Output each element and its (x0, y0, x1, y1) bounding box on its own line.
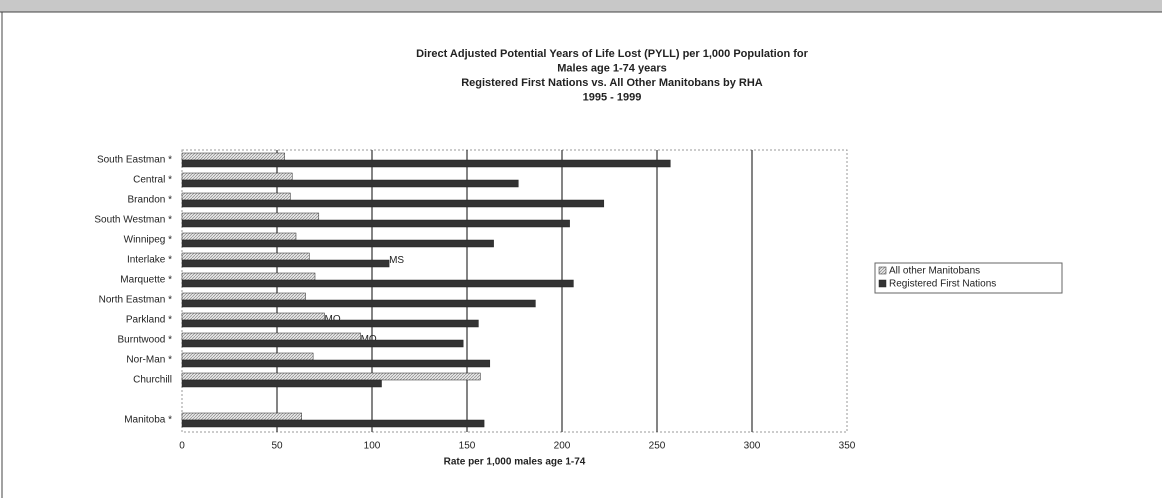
bar (181, 239, 494, 248)
bar (181, 232, 297, 241)
legend-label: All other Manitobans (889, 266, 980, 277)
y-tick-label: Burntwood * (118, 335, 173, 346)
x-tick-label: 50 (271, 441, 283, 452)
y-tick-label: Winnipeg * (124, 235, 172, 246)
legend-swatch (878, 279, 887, 288)
bar (181, 339, 464, 348)
x-axis-label: Rate per 1,000 males age 1-74 (444, 457, 586, 468)
x-tick-label: 350 (839, 441, 856, 452)
chart-title: 1995 - 1999 (583, 91, 642, 103)
bar (181, 299, 536, 308)
bar (181, 332, 361, 341)
bar (181, 279, 574, 288)
y-tick-label: Parkland * (126, 315, 172, 326)
x-tick-label: 100 (364, 441, 381, 452)
bar (181, 219, 570, 228)
y-tick-label: Interlake * (127, 255, 172, 266)
bar (181, 259, 390, 268)
x-tick-label: 250 (649, 441, 666, 452)
bar (181, 159, 671, 168)
y-tick-label: Brandon * (128, 195, 173, 206)
x-tick-label: 0 (179, 441, 185, 452)
bar (181, 272, 316, 281)
bar (181, 372, 481, 381)
bar-annotation: MS (389, 255, 404, 266)
bar (181, 192, 291, 201)
bar (181, 252, 310, 261)
bar (181, 359, 491, 368)
y-tick-label: Churchill (133, 375, 172, 386)
bar (181, 412, 302, 421)
chart-title: Males age 1-74 years (557, 62, 666, 74)
bar (181, 172, 293, 181)
legend-label: Registered First Nations (889, 279, 996, 290)
y-tick-label: Central * (133, 175, 172, 186)
bar (181, 199, 605, 208)
y-tick-label: Nor-Man * (126, 355, 172, 366)
bar-annotation: MO (325, 314, 341, 325)
chart-title: Direct Adjusted Potential Years of Life … (416, 48, 809, 60)
bar-annotation: MO (361, 334, 377, 345)
y-tick-label: South Eastman * (97, 155, 172, 166)
bar (181, 292, 306, 301)
legend-swatch (878, 266, 887, 275)
legend-box (874, 262, 1063, 294)
top-band (0, 0, 1162, 12)
y-tick-label: Manitoba * (124, 415, 172, 426)
bar (181, 179, 519, 188)
y-tick-label: Marquette * (120, 275, 172, 286)
x-tick-label: 200 (554, 441, 571, 452)
bar (181, 352, 314, 361)
x-tick-label: 150 (459, 441, 476, 452)
bar (181, 212, 320, 221)
bar (181, 152, 285, 161)
x-tick-label: 300 (744, 441, 761, 452)
plot-area (181, 149, 848, 433)
y-tick-label: South Westman * (94, 215, 172, 226)
bar (181, 379, 382, 388)
y-tick-label: North Eastman * (99, 295, 172, 306)
bar (181, 312, 325, 321)
bar (181, 419, 485, 428)
bar (181, 319, 479, 328)
chart-title: Registered First Nations vs. All Other M… (461, 77, 763, 89)
